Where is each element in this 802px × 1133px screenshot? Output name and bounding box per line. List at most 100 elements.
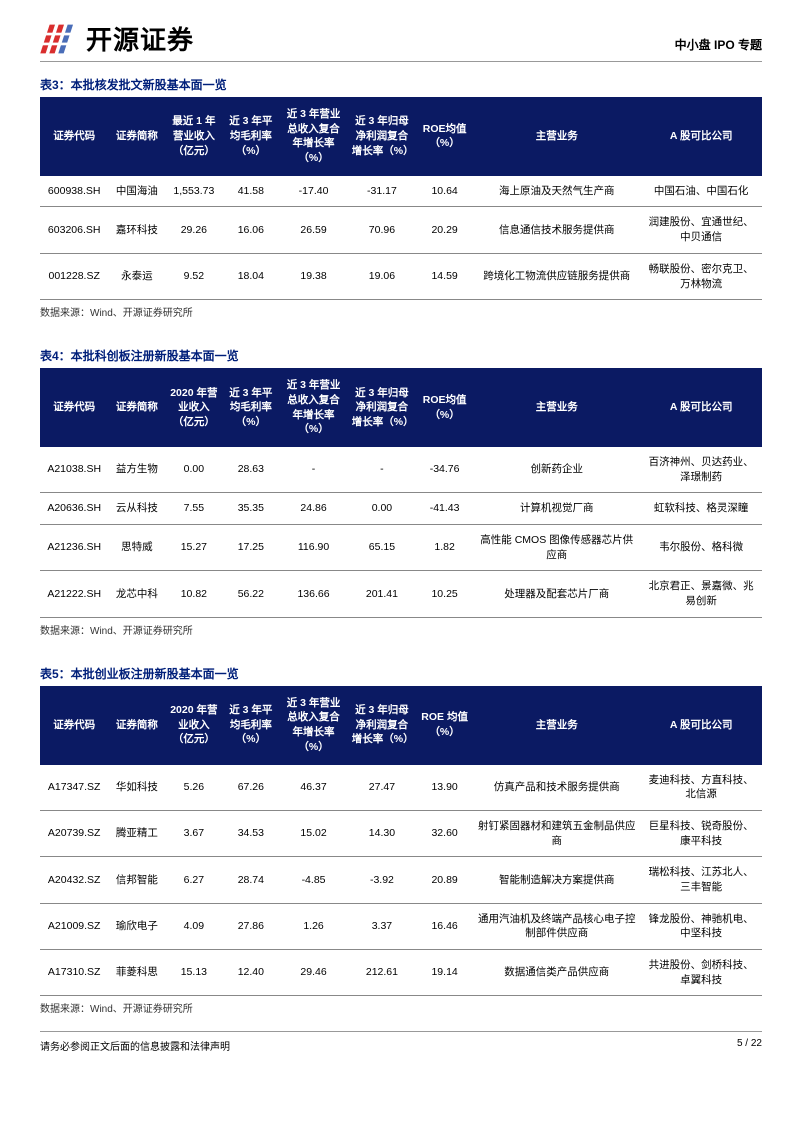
table-cell: 28.74 xyxy=(222,857,279,903)
table-cell: 1.26 xyxy=(279,903,347,949)
table-cell: 46.37 xyxy=(279,765,347,811)
page-header: 开源证券 中小盘 IPO 专题 xyxy=(40,20,762,62)
th-name: 证券简称 xyxy=(108,368,165,447)
table3-source: 数据来源：Wind、开源证券研究所 xyxy=(40,304,762,319)
th-margin: 近 3 年平均毛利率（%） xyxy=(222,97,279,176)
table-cell: 思特威 xyxy=(108,525,165,571)
table-cell: 瑜欣电子 xyxy=(108,903,165,949)
table-cell: 15.13 xyxy=(165,950,222,996)
table-cell: 15.02 xyxy=(279,810,347,856)
th-rev: 2020 年营业收入（亿元） xyxy=(165,686,222,765)
table-cell: 韦尔股份、格科微 xyxy=(640,525,762,571)
table-cell: 27.86 xyxy=(222,903,279,949)
table-cell: 26.59 xyxy=(279,207,347,253)
th-comps: A 股可比公司 xyxy=(640,97,762,176)
th-code: 证券代码 xyxy=(40,686,108,765)
table-cell: 19.38 xyxy=(279,253,347,299)
table-cell: 跨境化工物流供应链服务提供商 xyxy=(473,253,640,299)
table-cell: A17310.SZ xyxy=(40,950,108,996)
th-revgrowth: 近 3 年营业总收入复合年增长率（%） xyxy=(279,97,347,176)
table-cell: 华如科技 xyxy=(108,765,165,811)
table-cell: 9.52 xyxy=(165,253,222,299)
table-row: A17347.SZ华如科技5.2667.2646.3727.4713.90仿真产… xyxy=(40,765,762,811)
table-row: 600938.SH中国海油1,553.7341.58-17.40-31.1710… xyxy=(40,176,762,207)
table-cell: 3.67 xyxy=(165,810,222,856)
table-cell: 201.41 xyxy=(348,571,416,617)
th-comps: A 股可比公司 xyxy=(640,686,762,765)
th-margin: 近 3 年平均毛利率（%） xyxy=(222,368,279,447)
table-cell: 32.60 xyxy=(416,810,473,856)
table4-source: 数据来源：Wind、开源证券研究所 xyxy=(40,622,762,637)
table5-source: 数据来源：Wind、开源证券研究所 xyxy=(40,1000,762,1015)
table-cell: 菲菱科思 xyxy=(108,950,165,996)
table-cell: 百济神州、贝达药业、泽璟制药 xyxy=(640,447,762,493)
table-cell: 高性能 CMOS 图像传感器芯片供应商 xyxy=(473,525,640,571)
table-row: 603206.SH嘉环科技29.2616.0626.5970.9620.29信息… xyxy=(40,207,762,253)
table-cell: 6.27 xyxy=(165,857,222,903)
table-cell: 巨星科技、锐奇股份、康平科技 xyxy=(640,810,762,856)
table5-title: 表5：本批创业板注册新股基本面一览 xyxy=(40,665,762,682)
table-cell: -31.17 xyxy=(348,176,416,207)
table-cell: 116.90 xyxy=(279,525,347,571)
table-cell: A21236.SH xyxy=(40,525,108,571)
table-cell: 34.53 xyxy=(222,810,279,856)
table-cell: 益方生物 xyxy=(108,447,165,493)
table-cell: 29.26 xyxy=(165,207,222,253)
table-row: A21222.SH龙芯中科10.8256.22136.66201.4110.25… xyxy=(40,571,762,617)
table-cell: -17.40 xyxy=(279,176,347,207)
th-roe: ROE均值（%） xyxy=(416,97,473,176)
th-rev: 2020 年营业收入（亿元） xyxy=(165,368,222,447)
table-row: A20739.SZ腾亚精工3.6734.5315.0214.3032.60射钉紧… xyxy=(40,810,762,856)
th-profitgrowth: 近 3 年归母净利润复合增长率（%） xyxy=(348,97,416,176)
table-cell: A21222.SH xyxy=(40,571,108,617)
th-profitgrowth: 近 3 年归母净利润复合增长率（%） xyxy=(348,368,416,447)
table-cell: 19.14 xyxy=(416,950,473,996)
table-cell: 5.26 xyxy=(165,765,222,811)
table-cell: 仿真产品和技术服务提供商 xyxy=(473,765,640,811)
th-margin: 近 3 年平均毛利率（%） xyxy=(222,686,279,765)
table-cell: 云从科技 xyxy=(108,493,165,525)
table-cell: 13.90 xyxy=(416,765,473,811)
table-cell: 603206.SH xyxy=(40,207,108,253)
th-profitgrowth: 近 3 年归母净利润复合增长率（%） xyxy=(348,686,416,765)
table-cell: 24.86 xyxy=(279,493,347,525)
table-cell: 20.89 xyxy=(416,857,473,903)
table-row: A21009.SZ瑜欣电子4.0927.861.263.3716.46通用汽油机… xyxy=(40,903,762,949)
table-cell: A20432.SZ xyxy=(40,857,108,903)
table-cell: 27.47 xyxy=(348,765,416,811)
table-cell: 16.46 xyxy=(416,903,473,949)
table-cell: 136.66 xyxy=(279,571,347,617)
table-cell: 600938.SH xyxy=(40,176,108,207)
table-cell: 永泰运 xyxy=(108,253,165,299)
table-cell: 001228.SZ xyxy=(40,253,108,299)
table-cell: 12.40 xyxy=(222,950,279,996)
table-cell: 润建股份、宜通世纪、中贝通信 xyxy=(640,207,762,253)
th-code: 证券代码 xyxy=(40,368,108,447)
table-cell: 10.64 xyxy=(416,176,473,207)
table-cell: 41.58 xyxy=(222,176,279,207)
th-comps: A 股可比公司 xyxy=(640,368,762,447)
table-row: A21236.SH思特威15.2717.25116.9065.151.82高性能… xyxy=(40,525,762,571)
table-row: A20636.SH云从科技7.5535.3524.860.00-41.43计算机… xyxy=(40,493,762,525)
table-cell: 35.35 xyxy=(222,493,279,525)
company-name: 开源证券 xyxy=(86,20,194,57)
table-cell: 计算机视觉厂商 xyxy=(473,493,640,525)
table-cell: 0.00 xyxy=(165,447,222,493)
table-cell: 18.04 xyxy=(222,253,279,299)
table4: 证券代码 证券简称 2020 年营业收入（亿元） 近 3 年平均毛利率（%） 近… xyxy=(40,368,762,618)
table-cell: 67.26 xyxy=(222,765,279,811)
table-cell: 29.46 xyxy=(279,950,347,996)
table-cell: -41.43 xyxy=(416,493,473,525)
table-cell: -34.76 xyxy=(416,447,473,493)
table-cell: A20636.SH xyxy=(40,493,108,525)
th-revgrowth: 近 3 年营业总收入复合年增长率（%） xyxy=(279,686,347,765)
table-cell: 龙芯中科 xyxy=(108,571,165,617)
table-row: 001228.SZ永泰运9.5218.0419.3819.0614.59跨境化工… xyxy=(40,253,762,299)
table-row: A21038.SH益方生物0.0028.63---34.76创新药企业百济神州、… xyxy=(40,447,762,493)
table-cell: 7.55 xyxy=(165,493,222,525)
doc-type-label: 中小盘 IPO 专题 xyxy=(675,36,762,57)
table-cell: 14.30 xyxy=(348,810,416,856)
table-cell: 腾亚精工 xyxy=(108,810,165,856)
table-cell: - xyxy=(279,447,347,493)
footer-page-number: 5 / 22 xyxy=(737,1038,762,1053)
